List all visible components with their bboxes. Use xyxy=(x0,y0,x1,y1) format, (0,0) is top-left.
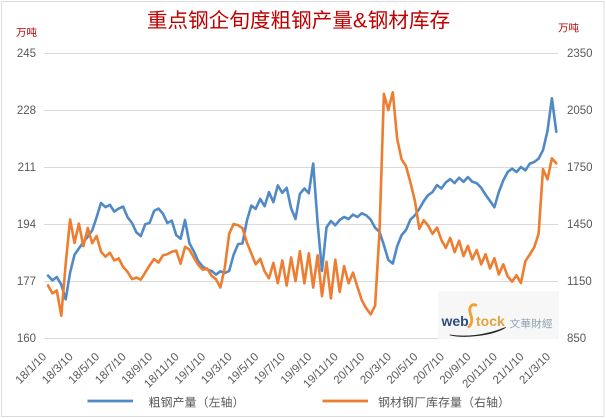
svg-text:tock: tock xyxy=(476,313,505,329)
svg-text:160: 160 xyxy=(17,333,36,345)
svg-text:&: & xyxy=(353,8,368,33)
svg-text:194: 194 xyxy=(17,219,37,231)
svg-text:177: 177 xyxy=(17,276,36,288)
svg-text:1450: 1450 xyxy=(567,219,593,231)
svg-text:web: web xyxy=(441,313,469,329)
svg-text:228: 228 xyxy=(17,105,36,117)
svg-text:2350: 2350 xyxy=(567,48,593,60)
svg-text:1150: 1150 xyxy=(567,276,592,288)
svg-text:850: 850 xyxy=(567,333,586,345)
svg-text:2050: 2050 xyxy=(567,105,593,117)
svg-text:1750: 1750 xyxy=(567,162,593,174)
svg-text:211: 211 xyxy=(18,162,36,174)
svg-text:245: 245 xyxy=(17,48,36,60)
